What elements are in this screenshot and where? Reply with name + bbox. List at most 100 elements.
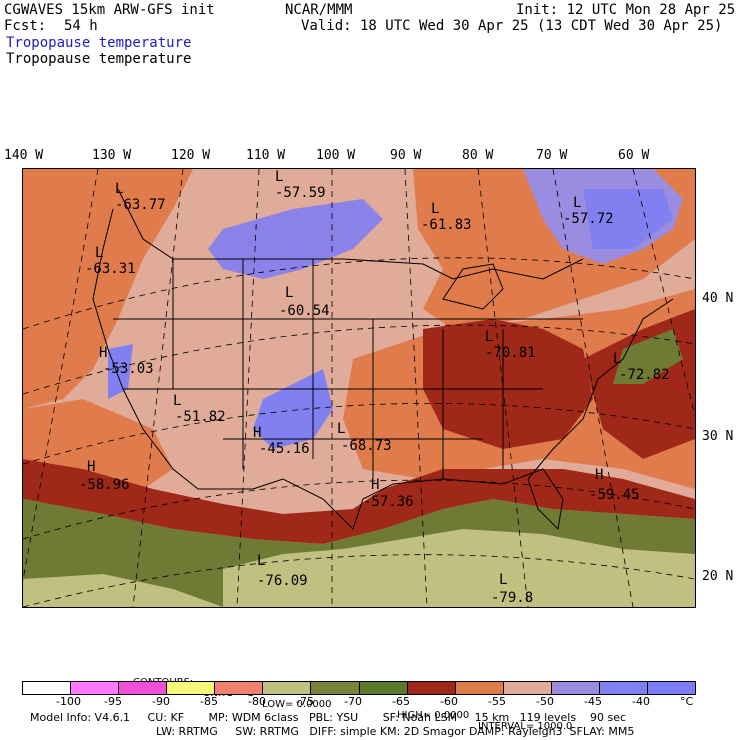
lon-label-130w: 130 W xyxy=(92,148,132,163)
graticule-lat-25n xyxy=(23,479,695,540)
graticule-lon-90w xyxy=(404,169,428,607)
color-bar-tick-label: -60 xyxy=(440,695,458,708)
lat-label-40n: 40 N xyxy=(702,291,734,306)
extreme-value-6: -53.03 xyxy=(103,361,154,377)
color-bar xyxy=(22,681,696,695)
graticule-lat-30n xyxy=(23,403,695,465)
great-lakes xyxy=(442,263,504,310)
extreme-value-14: -59.45 xyxy=(589,487,640,503)
forecast-label: Fcst: xyxy=(4,18,47,34)
color-bar-tick-label: -100 xyxy=(56,695,81,708)
graticule-lon-60w xyxy=(632,169,695,418)
us-canada-border xyxy=(117,188,584,280)
lon-label-110w: 110 W xyxy=(246,148,286,163)
extreme-value-5: -60.54 xyxy=(279,303,330,319)
color-bar-tick-label: -65 xyxy=(392,695,410,708)
extreme-value-12: -58.96 xyxy=(79,477,130,493)
color-bar-swatch xyxy=(503,682,552,694)
init-time: Init: 12 UTC Mon 28 Apr 25 xyxy=(516,2,736,18)
graticule xyxy=(23,169,695,607)
color-bar-tick-label: -85 xyxy=(200,695,218,708)
field-darkred-southern-band xyxy=(23,459,695,544)
extreme-marker-2: L xyxy=(431,201,439,217)
field-orange-northwest xyxy=(23,169,193,409)
color-bar-swatch xyxy=(215,682,264,694)
field-darkred-ohio xyxy=(423,319,593,449)
color-bar-swatch xyxy=(119,682,168,694)
graticule-lon-70w xyxy=(552,169,634,607)
color-bar-tick-label: -95 xyxy=(104,695,122,708)
valid-time: Valid: 18 UTC Wed 30 Apr 25 (13 CDT Wed … xyxy=(301,18,723,34)
graticule-lat-40n xyxy=(23,324,695,395)
extreme-value-0: -57.59 xyxy=(275,185,326,201)
extreme-marker-4: L xyxy=(95,245,103,261)
field-olive-atlantic xyxy=(613,329,683,384)
model-info-line1: Model Info: V4.6.1 CU: KF MP: WDM 6class… xyxy=(30,711,627,724)
field-blue-nevada xyxy=(108,344,133,399)
lat-label-30n: 30 N xyxy=(702,429,734,444)
field-tan-pacific xyxy=(23,574,223,607)
extreme-value-1: -63.77 xyxy=(115,197,166,213)
color-bar-tick-label: -70 xyxy=(344,695,362,708)
color-bar-tick-label: -90 xyxy=(152,695,170,708)
extreme-marker-0: L xyxy=(275,169,283,185)
tropopause-temperature-map: L -57.59 L -63.77 L -61.83 L -57.72 L -6… xyxy=(22,168,696,608)
extreme-marker-11: L xyxy=(337,421,345,437)
extreme-marker-9: L xyxy=(613,351,621,367)
color-bar-tick-label: °C xyxy=(680,695,694,708)
field-tan-gulf xyxy=(223,529,695,607)
extreme-value-15: -76.09 xyxy=(257,573,308,589)
color-bar-swatch xyxy=(167,682,216,694)
lon-label-100w: 100 W xyxy=(316,148,356,163)
graticule-lon-120w xyxy=(132,169,184,607)
extreme-value-16: -79.8 xyxy=(491,590,533,606)
color-bar-swatch xyxy=(359,682,408,694)
lon-label-120w: 120 W xyxy=(171,148,211,163)
state-lines-vertical xyxy=(172,259,504,479)
gulf-coastline xyxy=(198,468,564,531)
lon-label-90w: 90 W xyxy=(390,148,422,163)
extreme-marker-6: H xyxy=(99,345,107,361)
extreme-marker-16: L xyxy=(499,572,507,588)
extreme-marker-14: H xyxy=(595,467,603,483)
graticule-lon-110w xyxy=(236,169,260,607)
extreme-value-11: -68.73 xyxy=(341,438,392,454)
contour-field-label: Tropopause temperature xyxy=(6,51,192,67)
state-lines-horizontal xyxy=(113,318,583,440)
color-bar-swatch xyxy=(407,682,456,694)
color-bar-swatch xyxy=(311,682,360,694)
shaded-field-label: Tropopause temperature xyxy=(6,35,192,51)
color-bar-swatch xyxy=(648,682,696,694)
map-canvas: L -57.59 L -63.77 L -61.83 L -57.72 L -6… xyxy=(23,169,695,607)
extremes-layer: L -57.59 L -63.77 L -61.83 L -57.72 L -6… xyxy=(79,169,670,606)
lat-label-20n: 20 N xyxy=(702,569,734,584)
color-bar-swatch xyxy=(455,682,504,694)
color-bar-tick-label: -40 xyxy=(632,695,650,708)
extreme-marker-7: L xyxy=(485,329,493,345)
color-bar-tick-label: -80 xyxy=(248,695,266,708)
model-title: CGWAVES 15km ARW-GFS init xyxy=(4,2,215,18)
graticule-lon-130w xyxy=(23,169,99,582)
contours-interval: INTERVAL= 1000.0 xyxy=(478,721,573,732)
lon-label-60w: 60 W xyxy=(618,148,650,163)
extreme-value-3: -57.72 xyxy=(563,211,614,227)
extreme-marker-3: L xyxy=(573,195,581,211)
extreme-marker-8: L xyxy=(173,393,181,409)
political-boundaries xyxy=(92,188,674,531)
forecast-hour: 54 h xyxy=(64,18,98,34)
color-bar-tick-label: -55 xyxy=(488,695,506,708)
color-bar-swatch xyxy=(263,682,312,694)
extreme-value-13: -57.36 xyxy=(363,494,414,510)
color-bar-swatch xyxy=(599,682,649,694)
color-bar-swatch xyxy=(71,682,120,694)
color-bar-swatch xyxy=(551,682,600,694)
extreme-marker-13: H xyxy=(371,477,379,493)
color-bar-ticks: -100 -95 -90 -85 -80 -75 -70 -65 -60 -55 -50 -45 -40… xyxy=(22,695,722,708)
contours-low: LOW= 0.0000 xyxy=(262,699,332,710)
extreme-value-10: -45.16 xyxy=(259,441,310,457)
color-bar-tick-label: -45 xyxy=(584,695,602,708)
color-bar-tick-label: -75 xyxy=(296,695,314,708)
extreme-value-4: -63.31 xyxy=(85,261,136,277)
extreme-marker-12: H xyxy=(87,459,95,475)
extreme-value-8: -51.82 xyxy=(175,409,226,425)
